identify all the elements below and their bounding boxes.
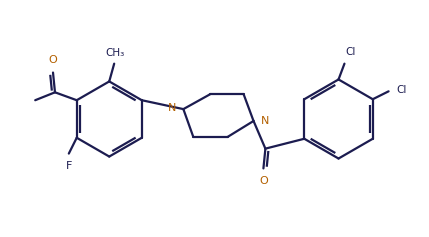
Text: Cl: Cl — [396, 85, 407, 95]
Text: Cl: Cl — [345, 47, 356, 57]
Text: N: N — [260, 116, 269, 126]
Text: O: O — [48, 55, 57, 65]
Text: N: N — [168, 103, 176, 113]
Text: CH₃: CH₃ — [106, 48, 125, 58]
Text: O: O — [259, 176, 268, 186]
Text: F: F — [66, 160, 72, 170]
